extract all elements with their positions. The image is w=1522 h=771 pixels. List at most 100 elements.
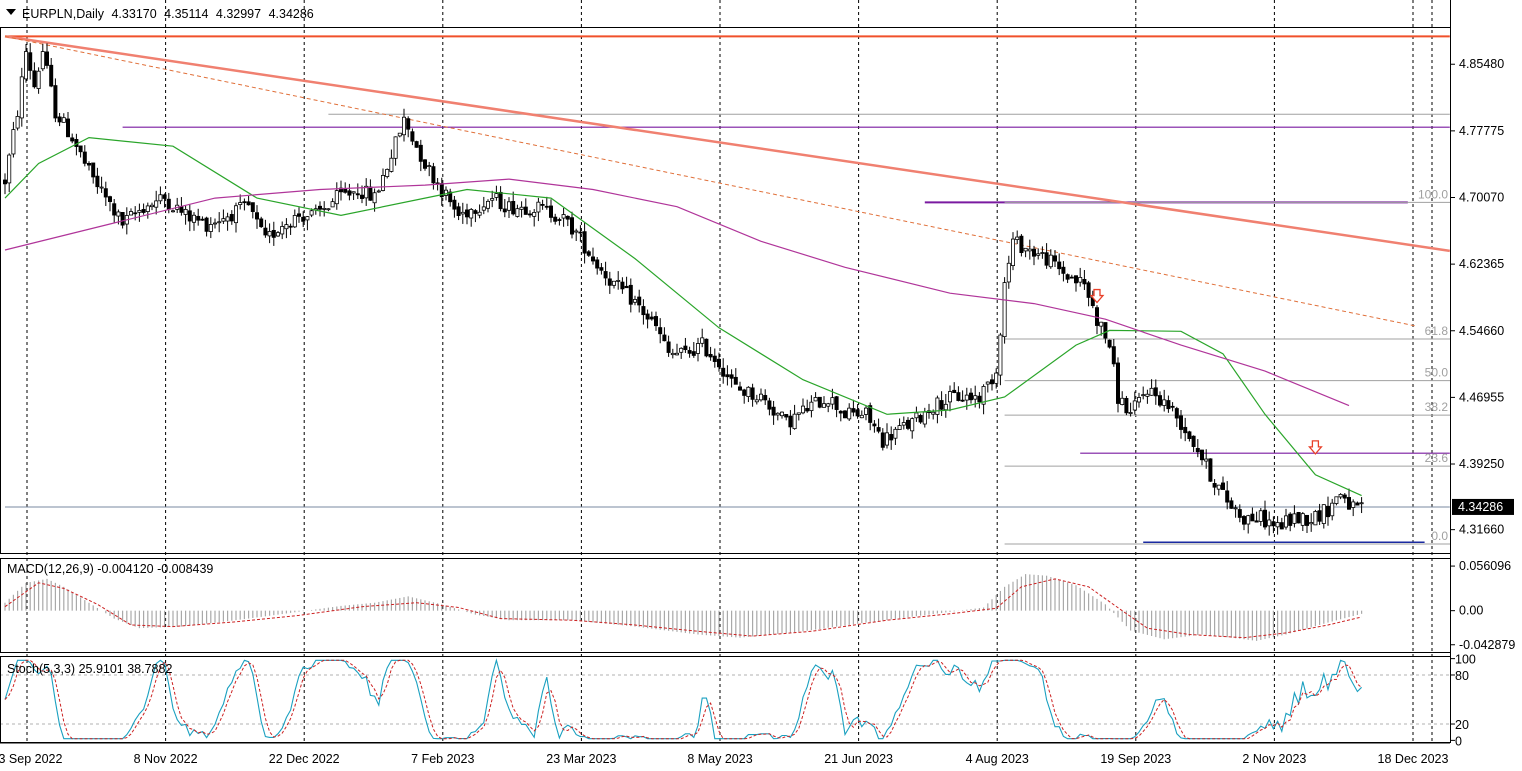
candle-body (238, 202, 243, 206)
stoch-tick-label: 20 (1455, 718, 1469, 732)
candle-body (943, 403, 948, 411)
candle-body (1237, 509, 1242, 518)
candle-body (1288, 513, 1293, 526)
candle-body (641, 306, 646, 316)
candle-body (956, 392, 961, 401)
candle-body (162, 194, 167, 199)
macd-panel[interactable] (4, 574, 1363, 641)
candle-body (1330, 502, 1335, 517)
candle-body (788, 415, 793, 428)
candle-body (834, 396, 839, 410)
candle-body (607, 278, 612, 286)
candle-body (1254, 520, 1259, 523)
candle-body (1342, 494, 1347, 499)
stoch-tick-label: 80 (1455, 669, 1469, 683)
candle-body (1296, 512, 1301, 524)
candle-body (990, 379, 995, 385)
candle-body (187, 210, 192, 222)
candle-body (351, 191, 356, 194)
candle-body (1170, 405, 1175, 408)
candle-body (633, 299, 638, 303)
candle-body (922, 411, 927, 425)
candle-body (998, 334, 1003, 376)
candle-body (792, 413, 797, 430)
candle-body (1267, 519, 1272, 527)
fib-label: 61.8 (1425, 324, 1449, 338)
candle-body (859, 414, 864, 419)
candle-body (1246, 515, 1251, 525)
candle-body (1271, 521, 1276, 527)
x-tick-label: 4 Aug 2023 (966, 752, 1029, 766)
x-tick-label: 21 Jun 2023 (824, 752, 893, 766)
candle-body (750, 387, 755, 400)
candle-body (1015, 236, 1020, 240)
candle-body (452, 199, 457, 210)
candle-body (712, 355, 717, 362)
x-tick-label: 23 Mar 2023 (546, 752, 616, 766)
fib-label: 38.2 (1425, 400, 1449, 414)
candle-body (553, 216, 558, 222)
candle-body (15, 116, 20, 129)
candle-body (45, 51, 50, 66)
candle-body (221, 218, 226, 222)
candle-body (32, 70, 37, 88)
candle-body (271, 229, 276, 238)
symbol: EURPLN (22, 7, 73, 21)
macd-tick-label: 0.056096 (1459, 559, 1511, 573)
candle-body (1208, 458, 1213, 482)
fib-label: 0.0 (1431, 529, 1448, 543)
candle-body (1174, 408, 1179, 419)
candle-body (775, 412, 780, 416)
stoch-panel[interactable] (0, 658, 1450, 740)
candle-body (196, 215, 201, 221)
candle-body (225, 216, 230, 222)
price-panel[interactable]: 100.0 61.8 50.0 38.2 23.6 0.0 (3, 35, 1450, 545)
candle-body (1338, 493, 1343, 498)
collapse-triangle-icon[interactable] (6, 9, 16, 15)
candle-body (19, 76, 24, 119)
candle-body (364, 185, 369, 199)
close-value: 4.34286 (269, 7, 314, 21)
candle-body (1229, 500, 1234, 509)
timeframe: Daily (76, 7, 105, 21)
candle-body (259, 218, 264, 228)
candle-body (28, 52, 33, 71)
candle-body (78, 145, 83, 153)
stoch-main-line (4, 658, 1362, 740)
candle-body (456, 206, 461, 217)
y-tick-label: 4.77775 (1459, 124, 1504, 138)
candle-body (620, 281, 625, 290)
candle-body (1321, 504, 1326, 524)
candle-body (301, 216, 306, 222)
candle-body (742, 389, 747, 396)
candle-body (141, 209, 146, 213)
candle-body (1053, 255, 1058, 262)
candle-body (847, 407, 852, 420)
candle-body (1011, 238, 1016, 266)
candle-body (1065, 274, 1070, 280)
candle-body (628, 284, 633, 305)
fib-label: 100.0 (1418, 187, 1448, 201)
candle-body (687, 350, 692, 354)
candle-body (780, 411, 785, 417)
candle-body (246, 201, 251, 206)
candle-body (1128, 412, 1133, 414)
candle-body (1153, 387, 1158, 397)
candle-body (267, 231, 272, 237)
candle-body (528, 213, 533, 216)
candle-body (985, 381, 990, 385)
candle-body (977, 395, 982, 403)
macd-tick-label: -0.042879 (1459, 638, 1515, 652)
fib-label: 50.0 (1425, 366, 1449, 380)
candle-body (397, 132, 402, 137)
candle-body (145, 205, 150, 212)
candle-body (1221, 482, 1226, 490)
candle-body (746, 386, 751, 397)
candle-body (591, 256, 596, 262)
candle-body (822, 403, 827, 408)
candle-body (670, 352, 675, 356)
x-tick-label: 8 May 2023 (687, 752, 752, 766)
high-value: 4.35114 (164, 7, 208, 21)
candle-body (868, 405, 873, 423)
